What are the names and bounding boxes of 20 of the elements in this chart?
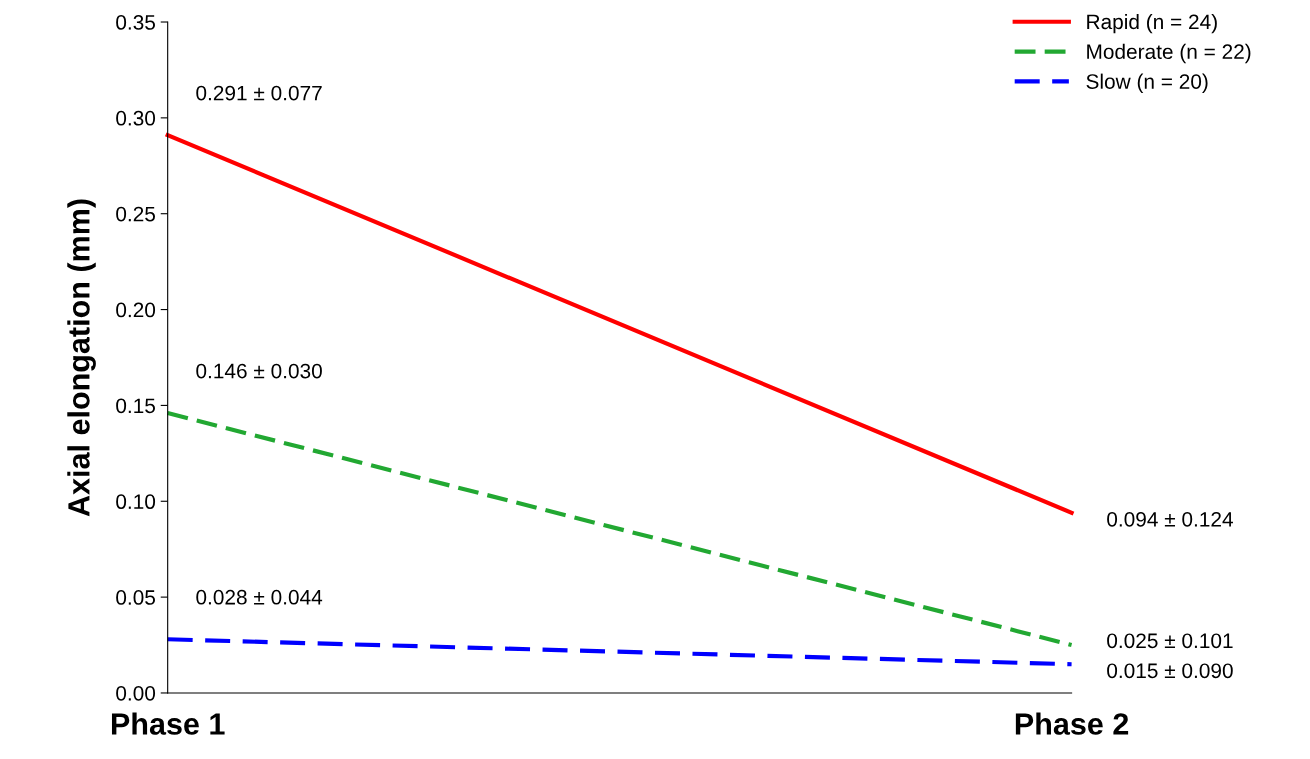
y-tick-label: 0.25 — [116, 206, 155, 222]
x-tick-label: Phase 2 — [1015, 712, 1129, 735]
y-tick-label: 0.10 — [116, 494, 156, 510]
data-label: 0.291 ± 0.077 — [196, 85, 322, 101]
x-tick-label: Phase 1 — [111, 712, 225, 735]
data-label: 0.015 ± 0.090 — [1107, 663, 1233, 679]
y-tick-label: 0.00 — [116, 685, 156, 701]
y-axis-title: Axial elongation (mm) — [67, 199, 96, 517]
legend-label: Rapid (n = 24) — [1087, 13, 1217, 34]
data-label: 0.146 ± 0.030 — [196, 363, 322, 379]
legend-label: Slow (n = 20) — [1086, 73, 1208, 94]
y-tick-label: 0.35 — [116, 15, 155, 30]
y-tick-label: 0.05 — [116, 590, 155, 605]
y-tick-label: 0.30 — [116, 110, 156, 126]
y-tick-label: 0.20 — [116, 302, 156, 318]
data-label: 0.028 ± 0.044 — [196, 589, 323, 605]
legend-label: Moderate (n = 22) — [1087, 43, 1251, 64]
data-label: 0.025 ± 0.101 — [1107, 633, 1233, 649]
data-label: 0.094 ± 0.124 — [1107, 511, 1233, 527]
y-tick-label: 0.15 — [116, 398, 155, 414]
